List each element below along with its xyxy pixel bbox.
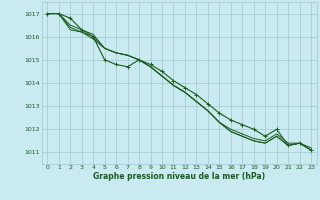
X-axis label: Graphe pression niveau de la mer (hPa): Graphe pression niveau de la mer (hPa) xyxy=(93,172,265,181)
